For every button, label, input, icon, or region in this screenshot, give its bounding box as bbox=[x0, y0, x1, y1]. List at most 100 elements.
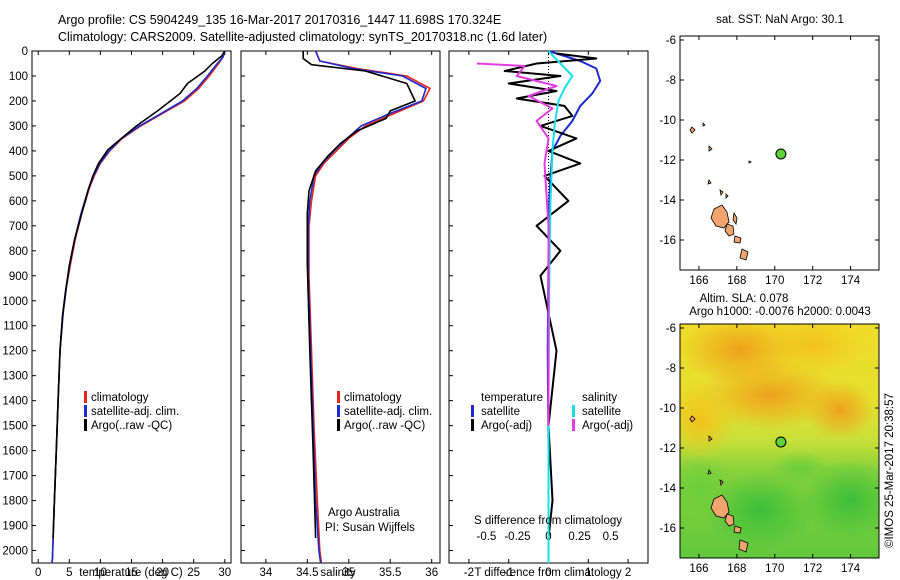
series-line-satellite-adj-clim- bbox=[307, 51, 427, 563]
x-tick-label: 0 bbox=[545, 567, 551, 579]
difference-xlabel: T difference from climatology bbox=[474, 567, 621, 579]
legend-swatch-climatology bbox=[84, 391, 87, 403]
y-tick-label: 1000 bbox=[2, 296, 28, 308]
temperature-panel: 0100200300400500600700800900100011001200… bbox=[2, 46, 232, 579]
y-tick-label: 1100 bbox=[3, 321, 28, 333]
map-y-tick-label: -12 bbox=[659, 155, 676, 167]
y-tick-label: 300 bbox=[9, 121, 28, 133]
legend-swatch-satellite bbox=[337, 405, 340, 417]
series-line-salinity-argo-adj- bbox=[476, 62, 558, 426]
salinity-diff-tick-label: -0.25 bbox=[504, 531, 530, 543]
x-tick-label: -1 bbox=[504, 567, 514, 579]
x-tick-label: 35.5 bbox=[379, 567, 401, 579]
y-tick-label: 100 bbox=[9, 71, 28, 83]
y-tick-label: 1800 bbox=[2, 496, 28, 508]
map-y-tick-label: -8 bbox=[666, 75, 676, 87]
x-tick-label: 20 bbox=[156, 567, 169, 579]
x-tick-label: 34 bbox=[259, 567, 272, 579]
y-tick-label: 1400 bbox=[2, 396, 28, 408]
legend-swatch-argo bbox=[337, 419, 340, 431]
map-y-tick-label: -10 bbox=[659, 115, 676, 127]
map-y-tick-label: -12 bbox=[659, 443, 676, 455]
island-banks bbox=[707, 179, 729, 199]
map-y-tick-label: -14 bbox=[659, 483, 676, 495]
legend-heading-salinity: salinity bbox=[582, 392, 617, 404]
sla-heatmap bbox=[680, 324, 879, 558]
temperature-plot-frame bbox=[31, 50, 232, 564]
sst-map-land bbox=[689, 122, 752, 261]
map-x-tick-label: 170 bbox=[765, 275, 784, 287]
x-tick-label: 34.5 bbox=[296, 567, 318, 579]
island-south bbox=[739, 248, 749, 261]
legend-label-satellite: satellite-adj. clim. bbox=[91, 406, 179, 418]
map-y-tick-label: -16 bbox=[659, 523, 676, 535]
imos-timestamp: ©IMOS 25-Mar-2017 20:38:57 bbox=[884, 393, 896, 548]
map-y-tick-label: -6 bbox=[666, 323, 676, 335]
legend-swatch-temp-satellite bbox=[471, 405, 474, 417]
y-tick-label: 600 bbox=[9, 196, 28, 208]
series-line-argo-raw-qc- bbox=[52, 51, 226, 539]
series-line-climatology bbox=[308, 51, 431, 563]
sla-island-south bbox=[738, 539, 749, 553]
legend-label-temp-argo: Argo(-adj) bbox=[481, 420, 532, 432]
sst-map-panel: sat. SST: NaN Argo: 30.1 166 168 170 172 174… bbox=[659, 14, 880, 287]
legend-label-argo: Argo(..raw -QC) bbox=[344, 420, 425, 432]
argo-position-marker bbox=[775, 148, 787, 160]
y-tick-label: 1300 bbox=[2, 371, 28, 383]
legend-label-argo: Argo(..raw -QC) bbox=[91, 420, 172, 432]
y-tick-label: 1900 bbox=[2, 521, 28, 533]
salinity-diff-tick-label: 0.5 bbox=[603, 531, 619, 543]
sla-map-title: Altim. SLA: 0.078 bbox=[700, 293, 789, 305]
x-tick-label: 2 bbox=[625, 567, 631, 579]
map-x-tick-label: 174 bbox=[841, 275, 861, 287]
legend-swatch-argo bbox=[84, 419, 87, 431]
sla-map-frame bbox=[679, 323, 880, 559]
salinity-annotation-line-1: Argo Australia bbox=[328, 507, 400, 519]
legend-label-sal-argo: Argo(-adj) bbox=[582, 420, 633, 432]
map-y-tick-label: -8 bbox=[666, 363, 676, 375]
argo-position-marker bbox=[775, 436, 787, 448]
island-efate bbox=[733, 235, 742, 244]
island-pentecost bbox=[732, 211, 738, 225]
sla-map-panel: Altim. SLA: 0.078 Argo h1000: -0.0076 h2… bbox=[659, 293, 880, 575]
x-tick-label: 30 bbox=[218, 567, 231, 579]
map-x-tick-label: 166 bbox=[689, 275, 708, 287]
y-tick-label: 700 bbox=[9, 221, 28, 233]
header-line-2: Climatology: CARS2009. Satellite-adjuste… bbox=[58, 30, 547, 44]
salinity-diff-tick-label: -0.5 bbox=[476, 531, 496, 543]
legend-label-climatology: climatology bbox=[91, 392, 149, 404]
y-tick-label: 0 bbox=[22, 46, 28, 58]
sla-island-malakula bbox=[724, 513, 735, 527]
y-tick-label: 400 bbox=[9, 146, 28, 158]
x-tick-label: 5 bbox=[66, 567, 72, 579]
y-tick-label: 900 bbox=[9, 271, 28, 283]
x-tick-label: 35 bbox=[342, 567, 355, 579]
map-x-tick-label: 172 bbox=[803, 563, 822, 575]
map-y-tick-label: -16 bbox=[659, 235, 676, 247]
salinity-panel: 34 34.5 35 35.5 36 climatology satellite-adj… bbox=[240, 50, 441, 579]
map-y-tick-label: -14 bbox=[659, 195, 676, 207]
y-tick-label: 200 bbox=[9, 96, 28, 108]
y-tick-label: 1600 bbox=[2, 446, 28, 458]
salinity-annotation-line-2: PI: Susan Wijffels bbox=[325, 522, 415, 534]
y-tick-label: 800 bbox=[9, 246, 28, 258]
series-line-temperature-argo-adj- bbox=[503, 52, 598, 539]
header-line-1: Argo profile: CS 5904249_135 16-Mar-2017… bbox=[58, 13, 501, 27]
salinity-difference-label: S difference from climatology bbox=[474, 515, 622, 527]
map-x-tick-label: 168 bbox=[727, 275, 746, 287]
sst-map-title: sat. SST: NaN Argo: 30.1 bbox=[716, 14, 844, 26]
map-x-tick-label: 168 bbox=[727, 563, 746, 575]
map-y-tick-label: -10 bbox=[659, 403, 676, 415]
map-x-tick-label: 166 bbox=[689, 563, 708, 575]
salinity-plot-frame bbox=[240, 50, 441, 564]
series-line-argo-raw-qc- bbox=[302, 51, 416, 539]
x-tick-label: 15 bbox=[125, 567, 138, 579]
legend-swatch-sal-argo bbox=[572, 419, 575, 431]
x-tick-label: 0 bbox=[35, 567, 41, 579]
salinity-xlabel: salinity bbox=[320, 567, 355, 579]
y-tick-label: 1500 bbox=[2, 421, 28, 433]
sla-island-efate bbox=[733, 525, 742, 534]
y-tick-label: 1200 bbox=[2, 346, 28, 358]
difference-legend: temperature satellite Argo(-adj) salinit… bbox=[471, 392, 633, 432]
